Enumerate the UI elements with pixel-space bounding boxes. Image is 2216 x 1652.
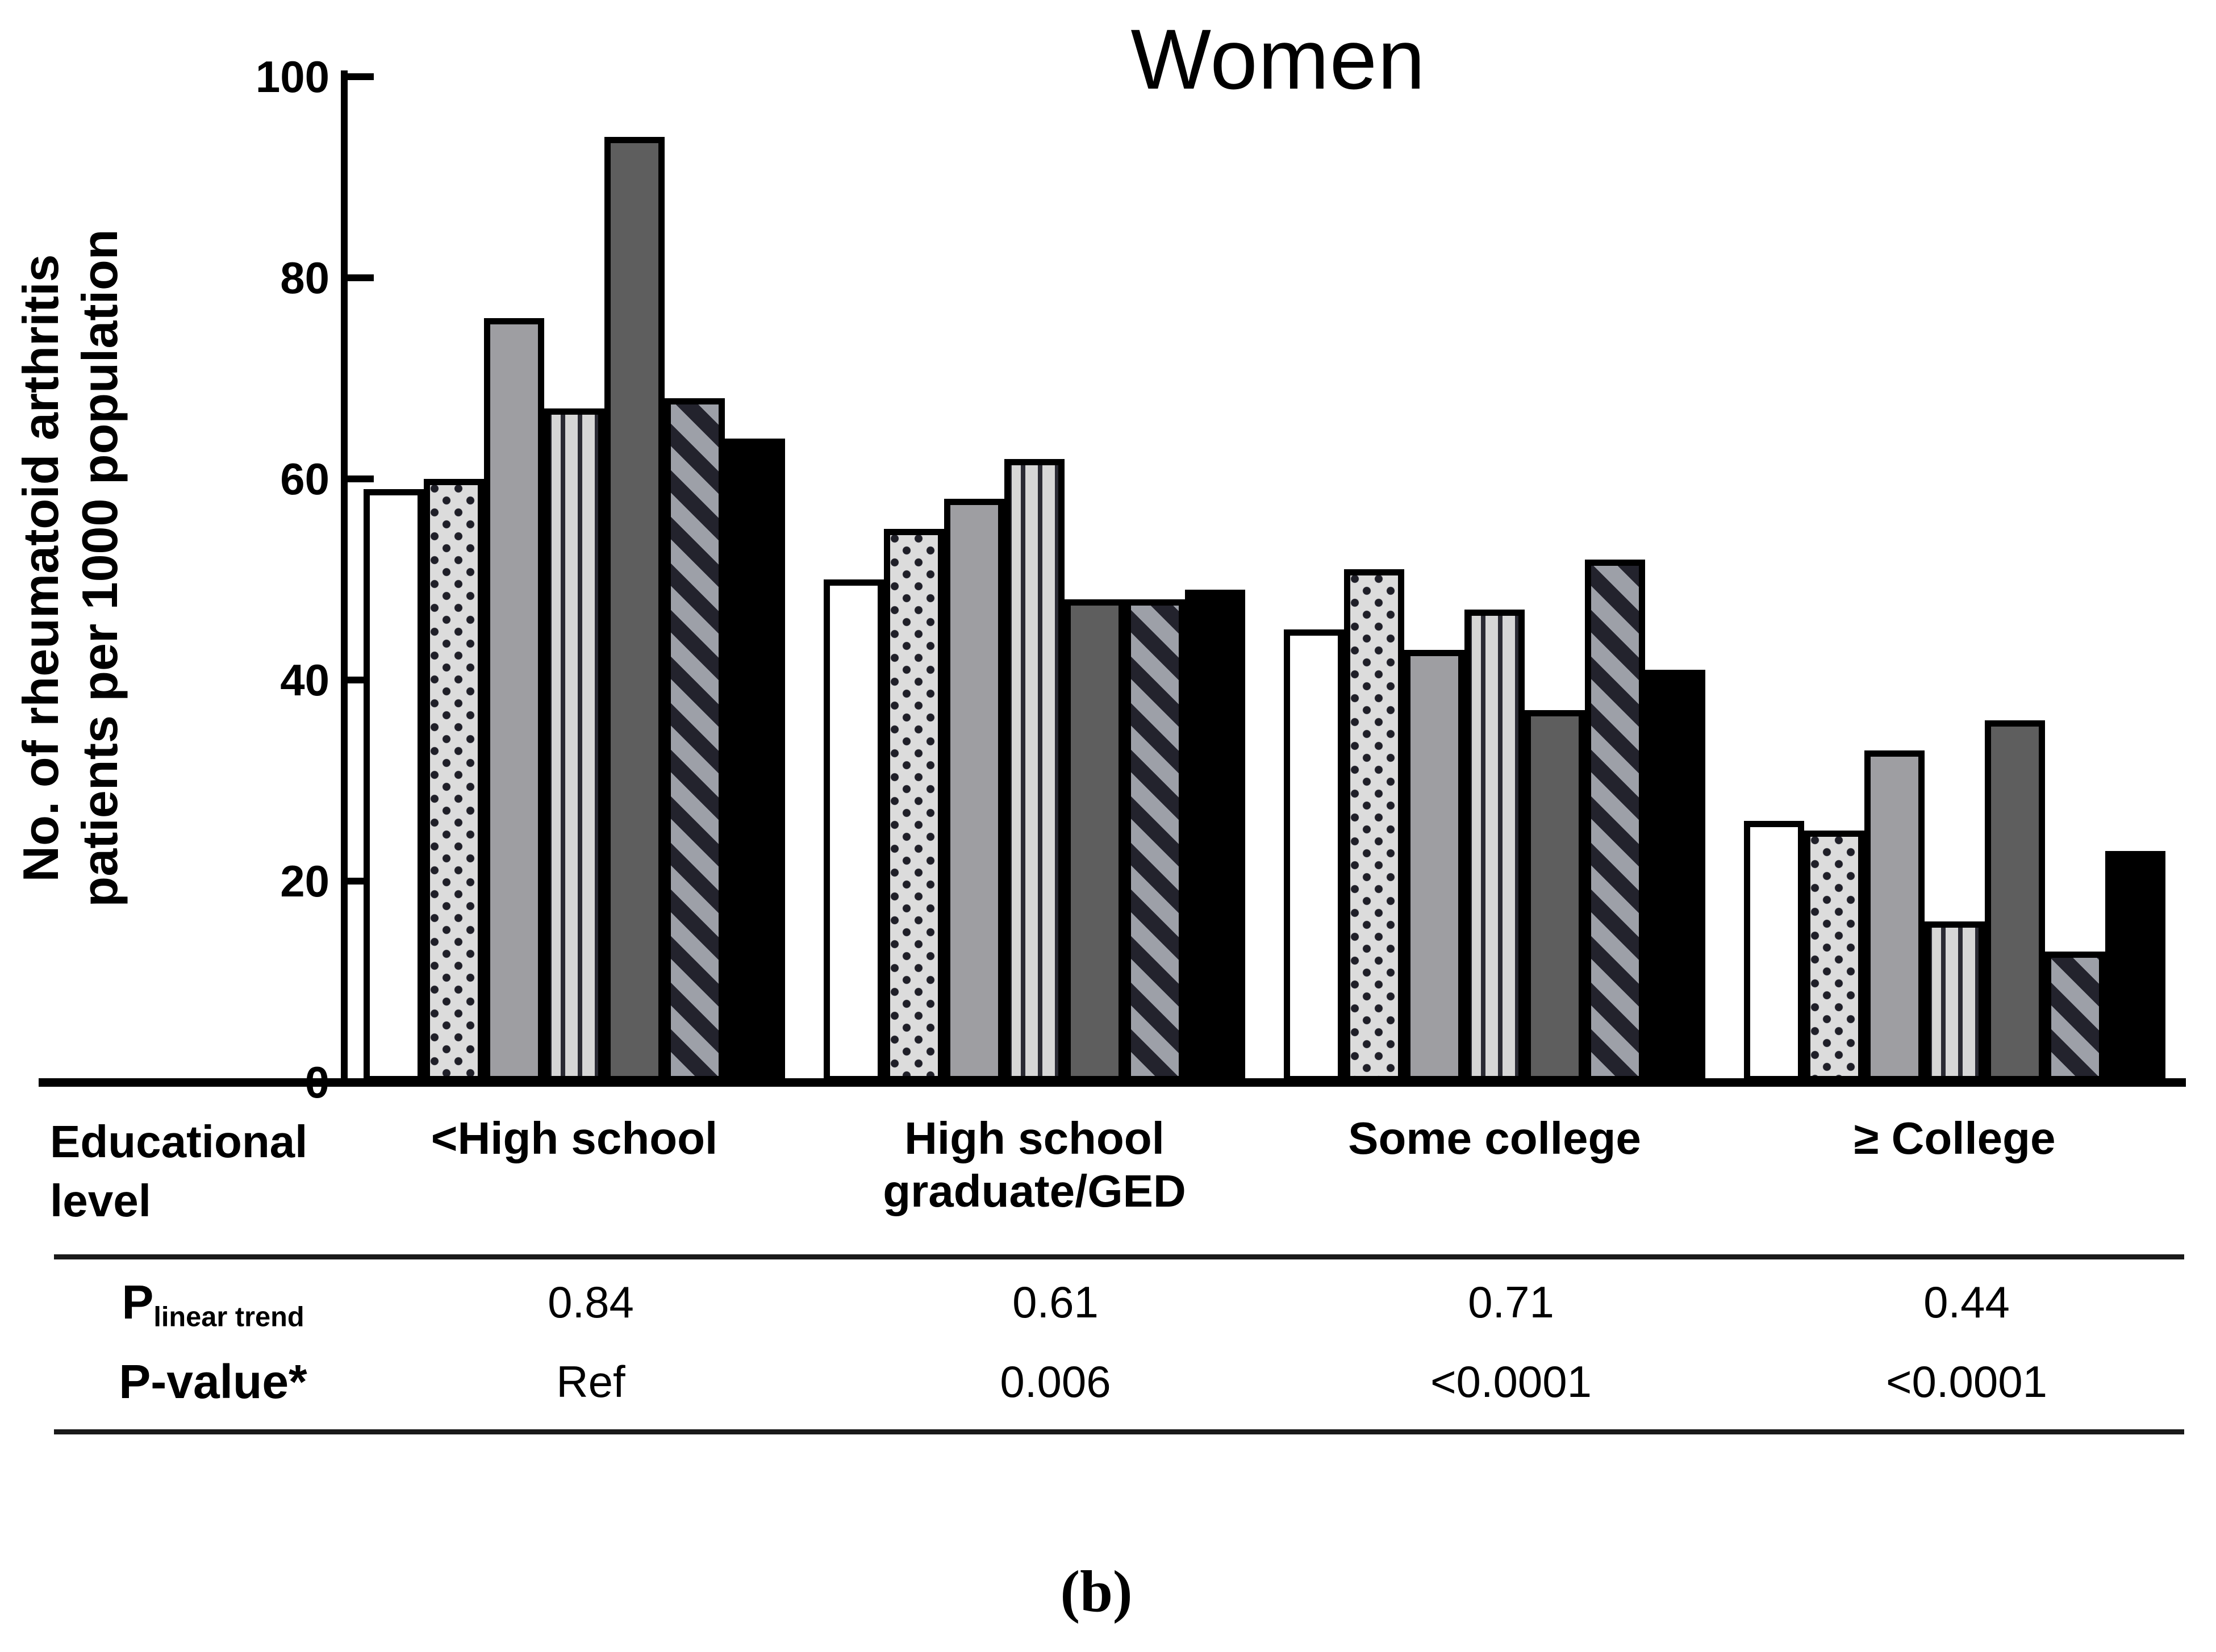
bar-group-3	[1284, 77, 1705, 1082]
bar-white-group1	[364, 489, 424, 1082]
bar-white-group3	[1284, 629, 1344, 1082]
table-value-r1-c2: 0.61	[1012, 1277, 1099, 1327]
bar-dotted-group3	[1344, 569, 1404, 1082]
y-tick-mark-100	[341, 73, 374, 80]
table-value-r2-c4: <0.0001	[1885, 1357, 2048, 1407]
x-axis-title: Educational level	[50, 1112, 368, 1230]
category-label-3: Some college	[1348, 1113, 1641, 1163]
bar-gray-group4	[1864, 750, 1925, 1082]
y-tick-label-20: 20	[280, 856, 329, 906]
bar-vertical-stripes-group1	[544, 408, 604, 1082]
y-tick-label-60: 60	[280, 454, 329, 504]
bar-dotted-group1	[424, 479, 484, 1082]
y-tick-label-80: 80	[280, 253, 329, 303]
bar-black-group4	[2105, 851, 2165, 1082]
bar-dark-gray-group1	[604, 137, 665, 1082]
y-axis-line	[341, 70, 348, 1086]
bar-gray-group3	[1404, 650, 1464, 1082]
chart-title: Women	[1130, 11, 1426, 107]
bar-group-4	[1744, 77, 2165, 1082]
bar-black-group2	[1185, 590, 1245, 1082]
table-row-label-subscript: linear trend	[153, 1301, 304, 1333]
bar-dark-gray-group2	[1065, 599, 1125, 1082]
y-tick-label-40: 40	[280, 655, 329, 705]
bar-dark-gray-group4	[1985, 720, 2045, 1082]
y-axis-label-line2: patients per 1000 population	[71, 229, 128, 907]
table-value-r2-c3: <0.0001	[1430, 1357, 1592, 1407]
bar-gray-group2	[944, 499, 1004, 1082]
bar-white-group4	[1744, 821, 1804, 1082]
table-row-label-2: P-value*	[119, 1355, 307, 1408]
bar-vertical-stripes-group4	[1925, 921, 1985, 1082]
y-axis-label: No. of rheumatoid arthritis patients per…	[11, 165, 142, 971]
y-tick-mark-80	[341, 274, 374, 281]
table-value-r1-c4: 0.44	[1923, 1277, 2010, 1327]
bar-diagonal-stripes-group4	[2045, 952, 2105, 1082]
bar-white-group2	[824, 579, 884, 1082]
table-rule-top	[54, 1254, 2184, 1259]
bar-diagonal-stripes-group1	[665, 398, 725, 1082]
table-value-r2-c2: 0.006	[1000, 1357, 1111, 1407]
bar-group-2	[824, 77, 1245, 1082]
bar-diagonal-stripes-group3	[1585, 560, 1645, 1082]
category-label-2: High school graduate/GED	[883, 1113, 1186, 1216]
category-label-4: ≥ College	[1854, 1113, 2056, 1163]
bar-vertical-stripes-group2	[1004, 459, 1065, 1082]
table-value-r1-c3: 0.71	[1468, 1277, 1554, 1327]
y-tick-label-100: 100	[255, 52, 329, 102]
bar-group-1	[364, 77, 785, 1082]
x-axis-title-line1: Educational	[50, 1116, 308, 1167]
y-axis-label-line1: No. of rheumatoid arthritis	[12, 254, 69, 882]
bar-dotted-group2	[884, 529, 944, 1082]
bar-dark-gray-group3	[1525, 710, 1585, 1082]
table-value-r1-c1: 0.84	[548, 1277, 634, 1327]
y-tick-label-0: 0	[304, 1057, 329, 1107]
bar-vertical-stripes-group3	[1464, 610, 1525, 1082]
bar-black-group1	[725, 439, 785, 1082]
table-value-r2-c1: Ref	[556, 1357, 625, 1407]
y-tick-mark-60	[341, 475, 374, 482]
bar-dotted-group4	[1804, 831, 1864, 1082]
bar-black-group3	[1645, 670, 1705, 1082]
bar-gray-group1	[484, 318, 544, 1082]
bar-diagonal-stripes-group2	[1125, 599, 1185, 1082]
table-rule-bottom	[54, 1429, 2184, 1434]
category-label-1: <High school	[431, 1113, 718, 1163]
panel-caption: (b)	[1060, 1559, 1133, 1624]
x-axis-title-line2: level	[50, 1175, 151, 1226]
table-row-label-1: Plinear trend	[122, 1275, 304, 1333]
